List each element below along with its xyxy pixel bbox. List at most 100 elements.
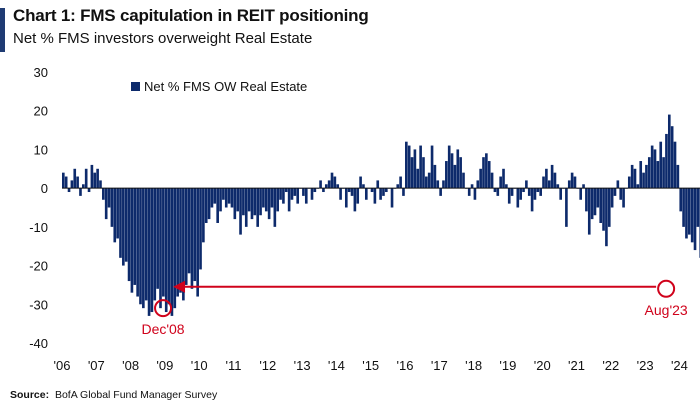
bar [273,188,277,227]
bar [650,145,654,189]
bar [339,188,342,200]
bar [239,188,242,235]
bar [379,188,382,200]
bar [476,180,480,189]
bar [396,184,400,189]
bar [73,168,77,189]
bar [96,168,99,189]
bar [399,176,402,189]
bar [516,188,520,208]
bar [282,188,285,204]
bar [656,161,660,189]
bar [499,176,502,189]
x-tick-label: '08 [122,358,139,373]
bar [382,188,385,196]
bar [190,188,194,289]
bar [133,188,137,285]
bar [607,188,611,227]
bar [279,188,282,200]
bar [385,188,388,193]
bar [82,184,85,189]
x-tick-label: '17 [431,358,448,373]
source-note: Source: BofA Global Fund Manager Survey [10,389,217,401]
bar [290,188,294,200]
bar [485,153,488,189]
bar [207,188,211,220]
bar [110,188,114,227]
bar [647,157,651,189]
bar [427,172,431,189]
bar [453,164,457,189]
bar [124,188,128,262]
bar [433,164,437,189]
bar [156,188,159,289]
bar [322,188,325,193]
bar [187,188,191,274]
bar [144,188,148,301]
bar [253,188,257,216]
bar [159,188,162,309]
bar [639,161,643,189]
bar [376,180,380,189]
bar [402,188,405,196]
bar [250,188,254,220]
bar [344,188,348,208]
bar [353,188,357,212]
bar [462,172,465,189]
bar [204,188,208,223]
bar [693,188,697,251]
bar [425,176,428,189]
bar [153,188,157,301]
bar [276,188,280,212]
bar [116,188,119,239]
y-tick-label: -10 [29,220,48,235]
bar [670,126,674,189]
bar [430,145,434,189]
bar [196,188,199,297]
bar [410,157,414,189]
y-tick-label: -40 [29,336,48,351]
annotation-circle [154,299,173,318]
bar [179,188,182,293]
bar [582,184,585,189]
bar [202,188,205,243]
bar [390,188,394,208]
bar [79,188,82,196]
x-tick-label: '11 [226,358,242,373]
bar [67,188,71,193]
bar [224,188,228,208]
bar [507,188,511,204]
bar [104,188,108,220]
bar [633,168,637,189]
bar [210,188,214,208]
bar [302,188,305,196]
x-tick-label: '09 [156,358,173,373]
bar [267,188,271,220]
bar [682,188,685,227]
bar [602,188,605,231]
bar [530,188,534,212]
bar [436,180,440,189]
bar [99,180,102,189]
bar [364,188,368,200]
annotation-label: Aug'23 [645,302,688,318]
bar [304,188,308,204]
bar [176,188,179,297]
bar [456,149,460,189]
bar [150,188,154,313]
x-tick-label: '15 [362,358,379,373]
bar [539,188,542,196]
bar [622,188,625,208]
bar [447,145,451,189]
bar [284,188,288,193]
x-tick-label: '23 [637,358,654,373]
bar [102,188,105,200]
bar [324,184,328,189]
bar [445,161,448,189]
bar [287,188,291,212]
bar [147,188,151,316]
bar [119,188,122,258]
bar [219,188,222,212]
bar [87,188,91,193]
legend: Net % FMS OW Real Estate [131,79,307,94]
